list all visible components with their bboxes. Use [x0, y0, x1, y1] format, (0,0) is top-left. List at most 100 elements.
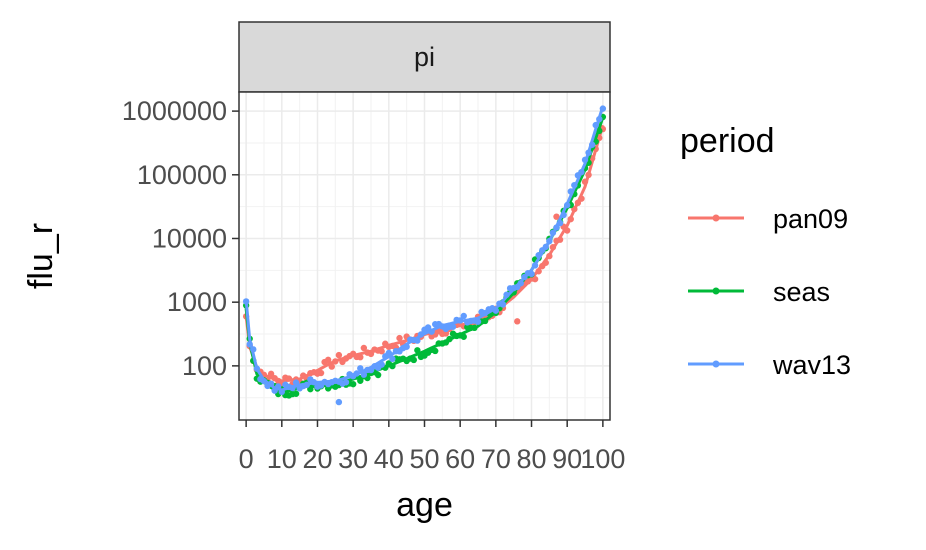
legend-label: pan09 [773, 204, 848, 234]
data-point-pan09 [556, 236, 564, 243]
data-point-wav13 [360, 371, 368, 378]
data-point-pan09 [442, 330, 450, 337]
data-point-wav13 [542, 243, 549, 251]
data-point-wav13 [278, 388, 286, 396]
data-point-wav13 [492, 307, 500, 314]
data-point-pan09 [581, 178, 589, 185]
x-tick-label: 90 [552, 444, 582, 474]
legend-item-wav13: wav13 [688, 350, 851, 380]
facet-strip [238, 21, 611, 93]
data-point-seas [460, 333, 467, 340]
series-layer [242, 105, 607, 406]
x-tick-label: 70 [481, 444, 511, 474]
data-point-wav13 [342, 379, 350, 386]
data-point-pan09 [317, 369, 325, 377]
data-point-pan09 [546, 252, 553, 260]
y-tick-label: 100000 [137, 160, 227, 190]
data-point-wav13 [250, 346, 257, 353]
y-tick-label: 100 [182, 351, 227, 381]
facet-strip-label: pi [414, 42, 435, 72]
x-tick-label: 0 [239, 444, 254, 474]
data-point-seas [389, 362, 396, 370]
data-point-wav13 [553, 224, 560, 231]
data-point-wav13 [546, 237, 553, 245]
data-point-wav13 [588, 141, 596, 148]
data-point-wav13 [253, 365, 261, 372]
x-tick-label: 10 [267, 444, 297, 474]
x-tick-label: 40 [374, 444, 404, 474]
data-point-wav13 [571, 181, 578, 189]
y-tick-label: 10000 [152, 223, 227, 253]
data-point-wav13 [556, 219, 564, 227]
outlier-point-wav13 [335, 398, 343, 406]
data-point-wav13 [592, 121, 599, 129]
data-point-wav13 [449, 323, 457, 330]
data-point-wav13 [246, 341, 253, 348]
legend-label: wav13 [772, 350, 851, 380]
legend: pan09 seas wav13 [688, 204, 851, 380]
data-point-seas [596, 127, 603, 135]
legend-item-pan09: pan09 [688, 204, 848, 234]
data-point-wav13 [275, 383, 282, 390]
data-point-wav13 [289, 384, 296, 392]
data-point-pan09 [360, 344, 368, 352]
legend-item-seas: seas [688, 277, 830, 307]
data-point-pan09 [563, 227, 571, 234]
data-point-wav13 [389, 355, 396, 363]
data-point-pan09 [332, 358, 339, 365]
data-point-seas [410, 356, 417, 364]
x-axis-title: age [396, 486, 453, 524]
data-point-wav13 [292, 379, 300, 386]
data-point-pan09 [574, 199, 582, 207]
data-point-wav13 [528, 270, 535, 278]
data-point-seas [307, 385, 314, 393]
data-point-seas [357, 377, 364, 384]
y-tick-label: 1000 [167, 287, 227, 317]
data-point-wav13 [563, 201, 571, 209]
x-tick-label: 80 [516, 444, 546, 474]
data-point-pan09 [285, 375, 293, 382]
outlier-point-pan09 [514, 318, 521, 325]
y-axis-title: flu_r [22, 223, 60, 289]
data-point-wav13 [414, 337, 421, 344]
data-point-wav13 [499, 301, 507, 308]
data-point-wav13 [531, 262, 539, 269]
data-point-pan09 [328, 363, 335, 370]
data-point-pan09 [357, 353, 364, 361]
data-point-pan09 [535, 268, 542, 275]
data-point-seas [414, 347, 421, 354]
data-point-wav13 [428, 328, 435, 335]
data-point-wav13 [456, 317, 464, 324]
data-point-wav13 [578, 168, 585, 176]
data-point-wav13 [567, 188, 574, 195]
x-tick-label: 20 [302, 444, 332, 474]
data-point-wav13 [599, 105, 607, 112]
data-point-seas [292, 390, 300, 397]
data-point-pan09 [531, 275, 539, 283]
data-point-pan09 [549, 244, 557, 251]
data-point-wav13 [378, 361, 385, 368]
data-point-pan09 [542, 259, 549, 266]
data-point-pan09 [585, 171, 592, 179]
data-point-wav13 [385, 349, 393, 357]
data-point-wav13 [260, 377, 268, 385]
data-point-wav13 [271, 387, 278, 394]
data-point-pan09 [267, 370, 275, 378]
data-point-wav13 [310, 379, 318, 386]
data-point-pan09 [578, 195, 585, 202]
data-point-wav13 [353, 370, 360, 377]
data-point-wav13 [585, 149, 592, 156]
data-point-seas [481, 317, 489, 325]
data-point-wav13 [267, 380, 275, 387]
data-point-wav13 [535, 252, 542, 259]
data-point-pan09 [367, 350, 375, 358]
series-wav13 [242, 105, 607, 406]
data-point-wav13 [403, 343, 410, 350]
data-point-wav13 [503, 291, 510, 298]
data-point-seas [471, 324, 478, 332]
data-point-pan09 [396, 334, 403, 342]
legend-key-point [712, 214, 720, 222]
data-point-pan09 [567, 215, 574, 223]
